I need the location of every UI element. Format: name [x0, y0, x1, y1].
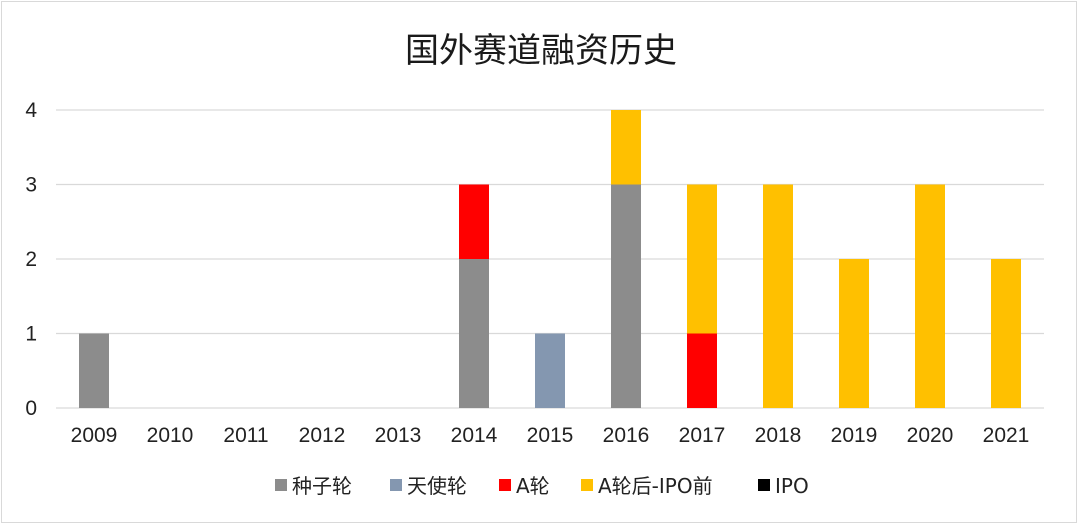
bar-segment: [459, 184, 489, 259]
bar-segment: [535, 333, 565, 408]
gridlines: [56, 109, 1044, 409]
x-tick-label: 2017: [679, 424, 726, 447]
legend-swatch: [275, 479, 287, 491]
bar-segment: [687, 184, 717, 334]
bar-segment: [459, 259, 489, 408]
bars: [79, 110, 1021, 408]
legend-swatch: [581, 479, 593, 491]
legend-label: IPO: [775, 474, 809, 498]
x-tick-label: 2021: [983, 424, 1030, 447]
legend-item: A轮: [499, 474, 550, 498]
y-axis-ticks: 0 1 2 3 4: [25, 99, 37, 420]
chart-title: 国外赛道融资历史: [405, 31, 677, 71]
bar-segment: [763, 184, 793, 408]
bar-segment: [79, 333, 109, 408]
legend-label: A轮: [516, 474, 550, 498]
x-tick-label: 2015: [527, 424, 574, 447]
x-tick-label: 2012: [299, 424, 346, 447]
legend-swatch: [390, 479, 402, 491]
x-tick-label: 2018: [755, 424, 802, 447]
y-tick-label: 1: [25, 323, 37, 346]
x-tick-label: 2019: [831, 424, 878, 447]
legend-item: 天使轮: [390, 474, 467, 498]
y-tick-label: 2: [25, 248, 37, 271]
bar-segment: [915, 184, 945, 408]
x-tick-label: 2014: [451, 424, 498, 447]
bar-segment: [991, 259, 1021, 408]
legend-swatch: [758, 479, 770, 491]
x-tick-label: 2009: [71, 424, 118, 447]
bar-segment: [611, 184, 641, 408]
legend-label: 种子轮: [292, 474, 352, 498]
x-axis-ticks: 2009 2010 2011 2012 2013 2014 2015 2016 2017 2018…: [71, 424, 1030, 447]
y-tick-label: 3: [25, 174, 37, 197]
legend-label: 天使轮: [407, 474, 467, 498]
y-tick-label: 4: [25, 99, 37, 122]
bar-segment: [839, 259, 869, 408]
bar-segment: [611, 110, 641, 185]
x-tick-label: 2010: [147, 424, 194, 447]
legend-item: 种子轮: [275, 474, 352, 498]
x-tick-label: 2020: [907, 424, 954, 447]
x-tick-label: 2016: [603, 424, 650, 447]
x-tick-label: 2013: [375, 424, 422, 447]
x-tick-label: 2011: [223, 424, 268, 447]
legend-swatch: [499, 479, 511, 491]
legend-item: IPO: [758, 474, 809, 498]
y-tick-label: 0: [25, 397, 37, 420]
bar-segment: [687, 333, 717, 408]
legend: 种子轮 天使轮 A轮 A轮后-IPO前 IPO: [275, 474, 809, 498]
legend-item: A轮后-IPO前: [581, 474, 713, 498]
legend-label: A轮后-IPO前: [598, 474, 713, 498]
